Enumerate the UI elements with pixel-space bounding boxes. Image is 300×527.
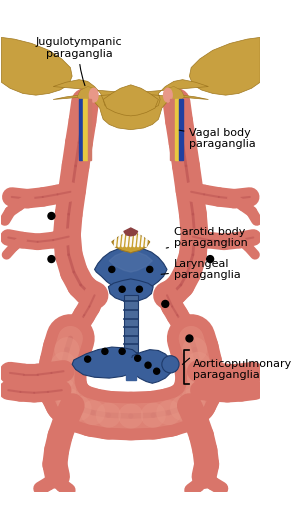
Ellipse shape	[164, 88, 172, 102]
Circle shape	[147, 267, 153, 272]
Circle shape	[207, 256, 214, 262]
Polygon shape	[112, 231, 150, 253]
Polygon shape	[103, 85, 158, 116]
Text: Jugulotympanic
paraganglia: Jugulotympanic paraganglia	[36, 37, 122, 86]
Circle shape	[136, 286, 142, 292]
Polygon shape	[189, 37, 260, 95]
Polygon shape	[53, 80, 208, 130]
Text: Aorticopulmonary
paraganglia: Aorticopulmonary paraganglia	[193, 359, 292, 380]
Circle shape	[119, 348, 125, 354]
Polygon shape	[164, 86, 184, 104]
Polygon shape	[2, 37, 72, 95]
Text: Carotid body
paraganglion: Carotid body paraganglion	[166, 227, 248, 248]
Circle shape	[85, 356, 91, 362]
Polygon shape	[124, 228, 138, 236]
Circle shape	[135, 355, 141, 362]
Polygon shape	[179, 100, 182, 160]
Circle shape	[162, 300, 169, 307]
Polygon shape	[72, 347, 141, 378]
Polygon shape	[170, 100, 174, 160]
Polygon shape	[175, 100, 178, 160]
Circle shape	[109, 267, 115, 272]
Polygon shape	[83, 100, 87, 160]
Polygon shape	[77, 86, 98, 104]
Text: Vagal body
paraganglia: Vagal body paraganglia	[179, 128, 256, 149]
Circle shape	[119, 286, 125, 292]
Polygon shape	[94, 246, 167, 295]
Polygon shape	[109, 250, 152, 272]
Polygon shape	[88, 100, 91, 160]
Text: Laryngeal
paraganglia: Laryngeal paraganglia	[161, 259, 241, 280]
Polygon shape	[126, 358, 136, 380]
Circle shape	[154, 368, 160, 374]
Circle shape	[102, 348, 108, 354]
Circle shape	[48, 256, 55, 262]
Polygon shape	[124, 295, 138, 358]
Circle shape	[162, 356, 179, 373]
Polygon shape	[129, 349, 172, 383]
Ellipse shape	[89, 88, 98, 102]
Circle shape	[186, 335, 193, 342]
Circle shape	[48, 212, 55, 219]
Polygon shape	[79, 100, 83, 160]
Circle shape	[145, 362, 151, 368]
Polygon shape	[108, 279, 153, 302]
